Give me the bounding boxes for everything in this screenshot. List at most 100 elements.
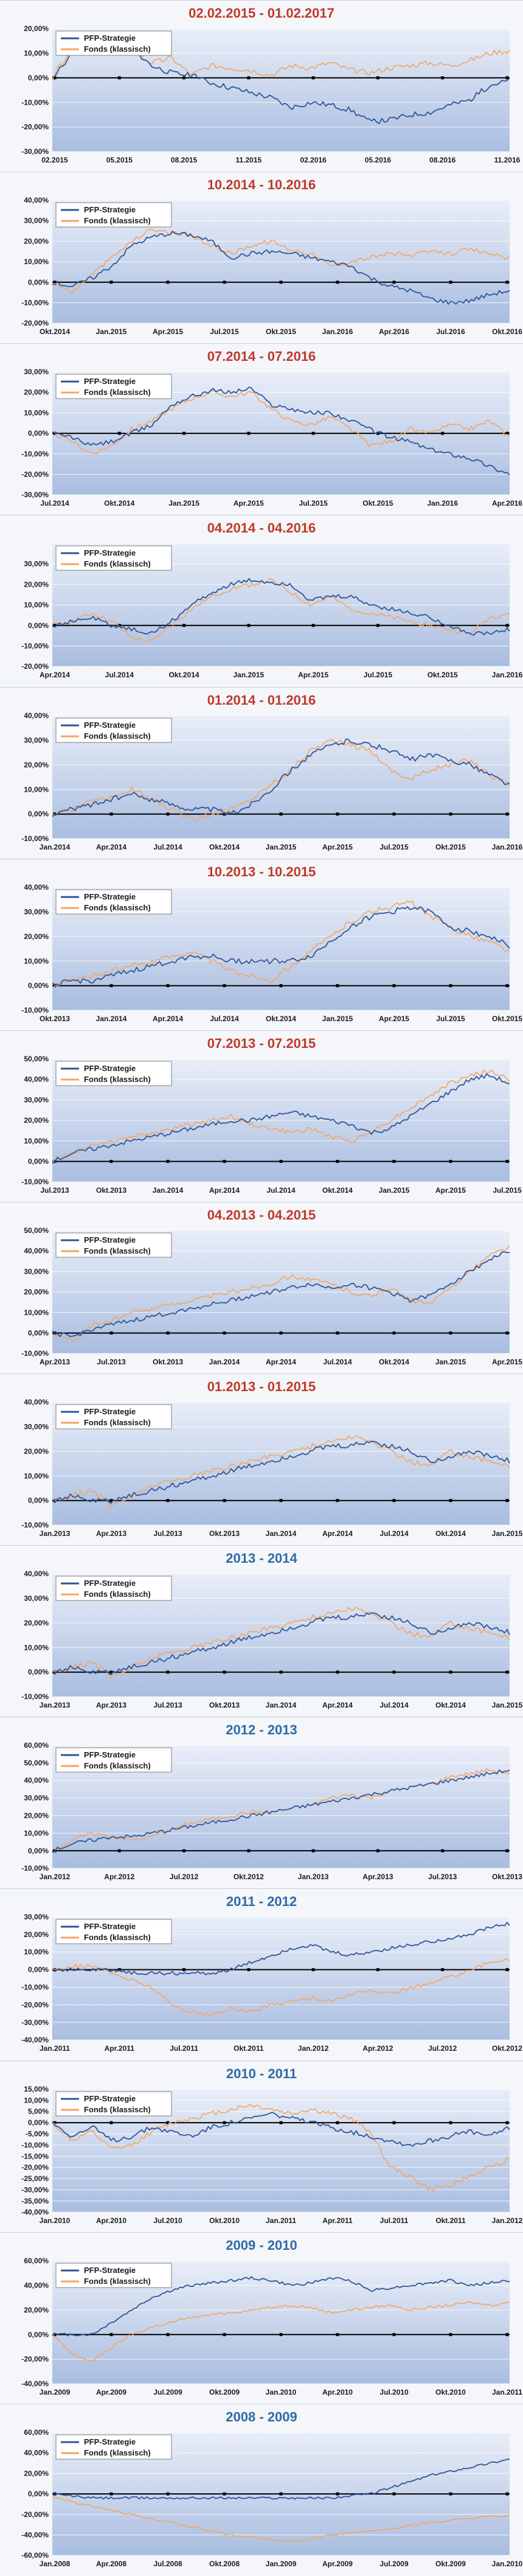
axis-marker bbox=[279, 983, 283, 987]
axis-marker bbox=[109, 1331, 113, 1335]
x-tick-label: Jul.2013 bbox=[428, 1873, 457, 1881]
y-tick-label: 40,00% bbox=[24, 2281, 49, 2289]
x-tick-label: 11.2016 bbox=[494, 156, 521, 164]
x-tick-label: Okt.2012 bbox=[234, 1873, 264, 1881]
axis-marker bbox=[376, 431, 379, 435]
axis-marker bbox=[166, 1499, 170, 1503]
legend-box bbox=[55, 2263, 172, 2288]
axis-marker bbox=[247, 624, 251, 627]
axis-marker bbox=[247, 1849, 251, 1853]
y-tick-label: -10,00% bbox=[21, 1178, 49, 1186]
axis-marker bbox=[166, 2333, 170, 2336]
x-tick-label: Okt.2014 bbox=[104, 499, 134, 508]
axis-marker bbox=[441, 431, 445, 435]
axis-marker bbox=[376, 624, 379, 627]
x-tick-label: Apr.2013 bbox=[362, 1873, 393, 1881]
axis-marker bbox=[182, 624, 186, 627]
axis-marker bbox=[117, 1849, 121, 1853]
chart-svg: 15,00% 10,00% 5,00% 0,00% -5,00% -10,00% -15,0… bbox=[21, 2085, 522, 2225]
y-tick-label: 0,00% bbox=[28, 429, 49, 438]
x-tick-label: Jul.2012 bbox=[428, 2045, 457, 2053]
axis-marker bbox=[166, 1159, 170, 1163]
axis-marker bbox=[53, 624, 57, 627]
axis-marker bbox=[311, 624, 315, 627]
legend-label: PFP-Strategie bbox=[84, 1407, 136, 1416]
axis-marker bbox=[53, 2333, 57, 2336]
axis-marker bbox=[279, 2333, 283, 2336]
y-tick-label: 40,00% bbox=[24, 711, 49, 720]
axis-marker bbox=[279, 2492, 283, 2496]
y-tick-label: 50,00% bbox=[24, 1226, 49, 1235]
x-tick-label: Jan.2015 bbox=[492, 1701, 523, 1709]
x-tick-label: Apr.2013 bbox=[96, 1529, 126, 1538]
series-line-pfp bbox=[52, 1922, 510, 1976]
x-tick-label: 05.2016 bbox=[365, 156, 392, 164]
x-tick-label: Jan.2011 bbox=[266, 2216, 296, 2225]
x-tick-label: Okt.2010 bbox=[209, 2216, 240, 2225]
y-tick-label: 40,00% bbox=[24, 2449, 49, 2457]
y-tick-label: 20,00% bbox=[24, 1288, 49, 1296]
y-tick-label: -10,00% bbox=[21, 1521, 49, 1529]
y-tick-label: -30,00% bbox=[21, 2185, 49, 2194]
y-tick-label: 60,00% bbox=[24, 2257, 49, 2265]
y-tick-label: -40,00% bbox=[21, 2208, 49, 2216]
axis-marker bbox=[53, 76, 57, 80]
x-tick-label: Jan.2016 bbox=[322, 327, 353, 336]
chart-panel: 2008 - 2009 60,00% 40,00% 20,00% 0,00% -20,00… bbox=[0, 2403, 523, 2576]
legend-label: PFP-Strategie bbox=[84, 2094, 136, 2103]
y-tick-label: 0,00% bbox=[28, 981, 49, 990]
axis-marker bbox=[166, 1670, 170, 1674]
legend-label: PFP-Strategie bbox=[84, 548, 136, 557]
x-tick-label: 11.2015 bbox=[236, 156, 262, 164]
x-tick-label: Jul.2015 bbox=[299, 499, 328, 508]
legend-label: PFP-Strategie bbox=[84, 1579, 136, 1588]
legend-label: PFP-Strategie bbox=[84, 377, 136, 386]
x-tick-label: Okt.2014 bbox=[209, 843, 240, 851]
x-tick-label: Jan.2015 bbox=[96, 327, 127, 336]
y-tick-label: 20,00% bbox=[24, 1447, 49, 1456]
series-line-pfp bbox=[52, 1769, 510, 1854]
chart-svg: 30,00%20,00%10,00%0,00%-10,00%-20,00%Apr… bbox=[21, 543, 523, 680]
legend-label: PFP-Strategie bbox=[84, 1064, 136, 1073]
x-tick-label: Jul.2010 bbox=[153, 2216, 182, 2225]
axis-marker bbox=[505, 1331, 509, 1335]
legend-label: PFP-Strategie bbox=[84, 2437, 136, 2446]
y-tick-label: 0,00% bbox=[28, 809, 49, 818]
y-tick-label: 20,00% bbox=[24, 24, 49, 33]
x-tick-label: Jul.2008 bbox=[153, 2560, 182, 2568]
legend: PFP-Strategie Fonds (klassisch) bbox=[55, 1061, 172, 1086]
chart-panel: 01.2014 - 01.2016 40,00% 30,00% 20,00% 10,00… bbox=[0, 686, 523, 859]
axis-marker bbox=[166, 2492, 170, 2496]
x-tick-label: Jan.2015 bbox=[492, 1529, 523, 1538]
y-tick-label: 20,00% bbox=[24, 2306, 49, 2314]
axis-marker bbox=[376, 1849, 379, 1853]
legend: PFP-Strategie Fonds (klassisch) bbox=[55, 374, 172, 399]
axis-marker bbox=[505, 76, 509, 80]
axis-marker bbox=[53, 281, 57, 284]
legend: PFP-Strategie Fonds (klassisch) bbox=[55, 1232, 172, 1258]
y-tick-label: 20,00% bbox=[24, 1930, 49, 1939]
y-tick-label: -60,00% bbox=[21, 2551, 49, 2560]
axis-marker bbox=[449, 2121, 452, 2124]
axis-marker bbox=[505, 983, 509, 987]
x-tick-label: Jan.2012 bbox=[298, 2045, 329, 2053]
chart-svg: 30,00% 20,00% 10,00% 0,00% -10,00% -20,00% -30… bbox=[21, 368, 522, 508]
axis-marker bbox=[223, 2492, 226, 2496]
y-tick-label: 20,00% bbox=[24, 1116, 49, 1125]
y-tick-label: 20,00% bbox=[24, 932, 49, 941]
legend-label: PFP-Strategie bbox=[84, 33, 136, 43]
chart-panel: 2012 - 2013 60,00% 50,00% 40,00% 30,00% 20,00… bbox=[0, 1717, 523, 1890]
y-tick-label: 5,00% bbox=[28, 2107, 49, 2115]
series-line-fonds bbox=[52, 2495, 510, 2543]
legend-label: Fonds (klassisch) bbox=[84, 216, 151, 225]
chart-title: 2010 - 2011 bbox=[226, 2065, 297, 2081]
legend-label: Fonds (klassisch) bbox=[84, 1590, 151, 1599]
series-line-fonds bbox=[52, 2104, 510, 2191]
axis-marker bbox=[392, 2333, 396, 2336]
x-tick-label: Jul.2013 bbox=[153, 1701, 182, 1709]
axis-marker bbox=[392, 1331, 396, 1335]
legend: PFP-Strategie Fonds (klassisch) bbox=[55, 2263, 172, 2288]
x-tick-label: Jan.2016 bbox=[492, 843, 523, 851]
y-tick-label: 30,00% bbox=[24, 907, 49, 916]
y-tick-label: -10,00% bbox=[21, 1349, 49, 1358]
